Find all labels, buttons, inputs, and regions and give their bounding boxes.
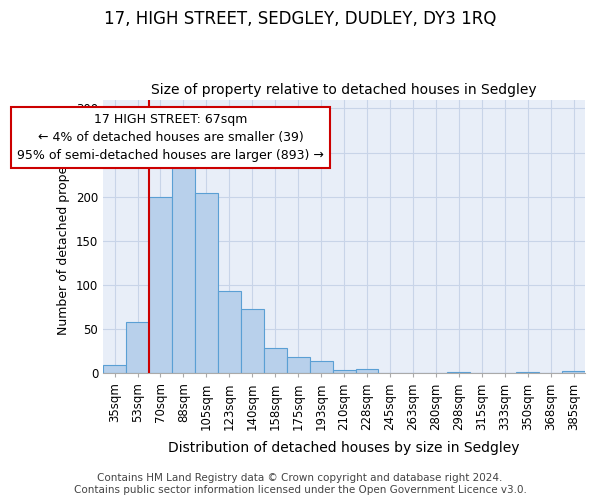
- Bar: [241, 309, 264, 374]
- Bar: [448, 372, 470, 374]
- Y-axis label: Number of detached properties: Number of detached properties: [58, 138, 70, 335]
- Text: 17 HIGH STREET: 67sqm
← 4% of detached houses are smaller (39)
95% of semi-detac: 17 HIGH STREET: 67sqm ← 4% of detached h…: [17, 113, 324, 162]
- Bar: [103, 364, 126, 374]
- Bar: [126, 322, 149, 374]
- Bar: [287, 356, 310, 374]
- Bar: [195, 193, 218, 374]
- Bar: [356, 369, 379, 374]
- Bar: [310, 361, 332, 374]
- Bar: [149, 196, 172, 374]
- Text: Contains HM Land Registry data © Crown copyright and database right 2024.
Contai: Contains HM Land Registry data © Crown c…: [74, 474, 526, 495]
- Text: 17, HIGH STREET, SEDGLEY, DUDLEY, DY3 1RQ: 17, HIGH STREET, SEDGLEY, DUDLEY, DY3 1R…: [104, 10, 496, 28]
- Bar: [172, 168, 195, 374]
- Title: Size of property relative to detached houses in Sedgley: Size of property relative to detached ho…: [151, 83, 537, 97]
- Bar: [562, 370, 585, 374]
- Bar: [218, 291, 241, 374]
- X-axis label: Distribution of detached houses by size in Sedgley: Distribution of detached houses by size …: [169, 441, 520, 455]
- Bar: [516, 372, 539, 374]
- Bar: [332, 370, 356, 374]
- Bar: [264, 348, 287, 374]
